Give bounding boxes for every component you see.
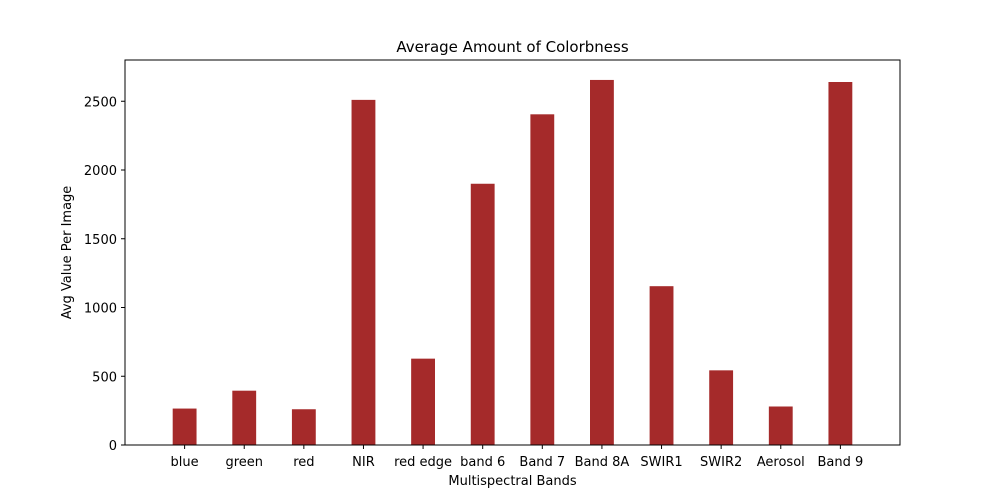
x-axis-title: Multispectral Bands	[448, 474, 576, 489]
bar-band-6	[470, 183, 495, 445]
plot-area-frame	[124, 59, 901, 446]
y-tick-label: 2500	[84, 95, 117, 110]
y-tick-label: 2000	[84, 164, 117, 179]
x-tick-label: SWIR1	[640, 455, 682, 470]
x-tick-label: Aerosol	[757, 455, 805, 470]
x-tick-label: red	[293, 455, 314, 470]
bar-swir2	[709, 370, 734, 445]
bar-red-edge	[411, 358, 435, 445]
x-tick-label: Band 7	[519, 455, 565, 470]
x-axis-ticks: blue green red NIR red edge band 6 Band 7 Band …	[171, 445, 863, 470]
bar-nir	[351, 99, 376, 445]
y-tick-label: 0	[109, 439, 117, 454]
x-tick-label: red edge	[394, 455, 452, 470]
bar-red	[291, 409, 316, 445]
bars-group	[172, 79, 853, 445]
y-tick-label: 1000	[84, 302, 117, 317]
chart-title: Average Amount of Colorbness	[396, 38, 629, 56]
bar-aerosol	[768, 406, 793, 445]
bar-blue	[172, 408, 197, 445]
x-tick-label: Band 9	[817, 455, 863, 470]
y-axis-title: Avg Value Per Image	[60, 186, 75, 320]
y-tick-label: 1500	[84, 233, 117, 248]
x-tick-label: NIR	[352, 455, 375, 470]
x-tick-label: band 6	[460, 455, 505, 470]
x-tick-label: SWIR2	[700, 455, 742, 470]
y-tick-label: 500	[92, 370, 117, 385]
bar-swir1	[649, 286, 674, 445]
x-tick-label: Band 8A	[575, 455, 630, 470]
bar-band-8a	[590, 79, 614, 445]
x-tick-label: green	[225, 455, 263, 470]
bar-band-7	[530, 114, 555, 445]
bar-band-9	[828, 82, 853, 445]
x-tick-label: blue	[171, 455, 199, 470]
bar-green	[232, 390, 257, 445]
y-axis-ticks: 0 500 1000 1500 2000 2500	[84, 95, 125, 454]
